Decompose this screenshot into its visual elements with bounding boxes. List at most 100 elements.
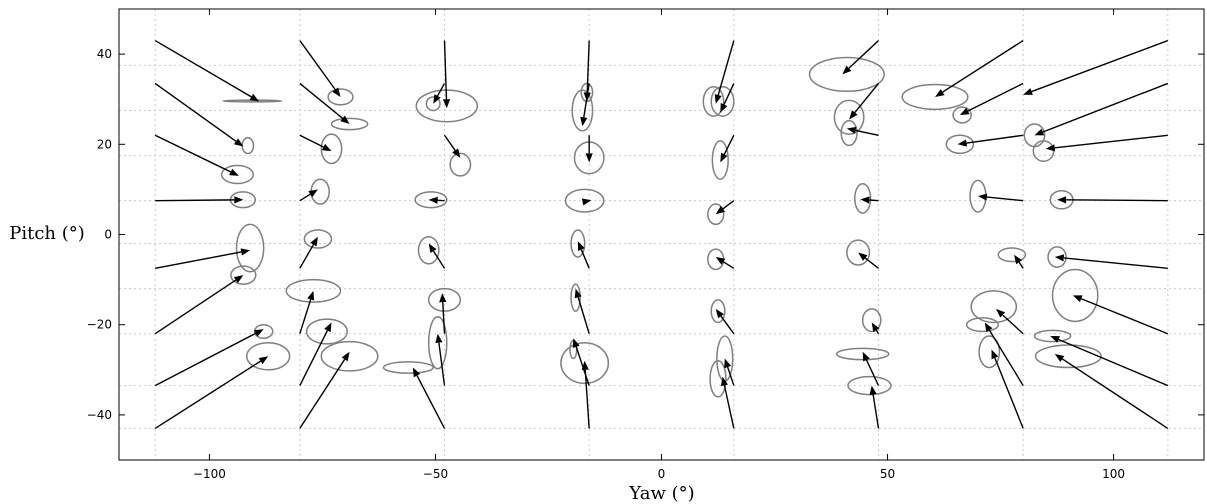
error-vector-arrow: [858, 252, 879, 269]
uncertainty-ellipse: [417, 236, 440, 265]
uncertainty-ellipse: [564, 188, 605, 213]
uncertainty-ellipse: [846, 239, 871, 266]
error-vector-arrow: [1034, 82, 1169, 136]
error-vector-arrow: [572, 338, 590, 386]
uncertainty-ellipse: [253, 323, 274, 339]
error-vector-arrow: [724, 358, 735, 386]
x-tick-label: 50: [880, 467, 895, 481]
uncertainty-ellipse: [847, 375, 892, 396]
uncertainty-ellipse: [1034, 344, 1102, 369]
uncertainty-ellipse: [840, 119, 858, 147]
error-vector-arrow: [154, 39, 260, 102]
error-vector-arrow: [574, 288, 590, 334]
y-tick-label: 40: [97, 47, 112, 61]
error-vector-arrow: [581, 360, 590, 429]
error-vector-arrow: [991, 349, 1024, 429]
error-vector-arrow: [299, 290, 315, 334]
error-vector-arrow: [439, 293, 447, 334]
uncertainty-ellipses: [220, 56, 1102, 398]
uncertainty-ellipse: [414, 191, 448, 209]
error-vector-arrow: [846, 126, 879, 136]
uncertainty-ellipse: [854, 183, 872, 214]
uncertainty-ellipse: [427, 287, 462, 312]
uncertainty-ellipse: [1051, 268, 1099, 323]
error-vector-arrow: [869, 385, 880, 429]
uncertainty-ellipse: [711, 140, 729, 181]
uncertainty-ellipse: [571, 89, 594, 132]
x-tick-label: −50: [423, 467, 448, 481]
error-vector-arrow: [849, 82, 880, 120]
uncertainty-ellipse: [427, 316, 448, 370]
error-vector-arrow: [1050, 335, 1169, 387]
uncertainty-ellipse: [710, 86, 735, 117]
uncertainty-ellipse: [327, 88, 354, 106]
error-vector-arrow: [581, 198, 592, 206]
error-vector-arrow: [299, 189, 318, 202]
error-vector-arrow: [959, 82, 1024, 115]
error-vector-arrow: [580, 83, 590, 127]
error-vector-arrow: [577, 241, 590, 269]
uncertainty-ellipse: [305, 318, 349, 345]
error-vector-arrow: [435, 333, 446, 386]
uncertainty-ellipse: [952, 106, 972, 124]
uncertainty-ellipse: [709, 360, 727, 398]
grid-lines: [119, 9, 1204, 460]
uncertainty-ellipse: [901, 83, 969, 111]
error-vector-arrow: [1072, 295, 1169, 335]
error-vector-arrow: [935, 39, 1024, 97]
uncertainty-ellipse: [382, 361, 434, 374]
uncertainty-ellipse: [449, 152, 472, 177]
error-vector-arrow: [714, 40, 735, 104]
error-vector-arrow: [299, 40, 341, 97]
uncertainty-ellipse: [330, 117, 369, 131]
uncertainty-ellipse: [808, 56, 885, 93]
error-vector-arrow: [1057, 196, 1168, 204]
error-vector-arrow: [428, 196, 445, 204]
plot-frame: [118, 8, 1205, 461]
error-vector-arrow: [154, 329, 264, 387]
uncertainty-ellipse: [303, 229, 333, 249]
uncertainty-ellipse: [707, 203, 725, 226]
uncertainty-ellipse: [945, 134, 975, 155]
error-vector-arrow: [154, 275, 244, 335]
uncertainty-ellipse: [241, 137, 255, 155]
error-vector-arrow: [299, 322, 332, 386]
error-vector-arrow: [862, 351, 880, 386]
uncertainty-ellipse: [245, 341, 291, 371]
error-vector-arrow: [715, 308, 735, 335]
error-vector-arrow: [715, 257, 735, 269]
uncertainty-ellipse: [320, 133, 343, 165]
uncertainty-ellipse: [833, 99, 865, 135]
error-vector-arrow: [412, 367, 446, 429]
error-vector-arrow: [299, 82, 350, 125]
uncertainty-ellipse: [1032, 140, 1055, 162]
error-vector-arrow: [155, 196, 244, 204]
uncertainty-ellipse: [425, 96, 441, 112]
uncertainty-ellipse: [235, 223, 265, 273]
error-vector-arrow: [720, 134, 735, 163]
axis-ticks: −100 −50 0 50 100 −40 −20 0 20 40: [87, 9, 1204, 481]
error-vector-arrow: [299, 134, 332, 152]
error-vector-arrow: [299, 236, 318, 269]
error-vector-arrow: [1054, 354, 1169, 430]
error-vector-arrow: [585, 135, 593, 163]
uncertainty-ellipse: [702, 86, 725, 117]
uncertainty-ellipse: [220, 164, 255, 185]
uncertainty-ellipse: [1033, 329, 1072, 343]
uncertainty-ellipse: [570, 229, 586, 258]
x-axis-label: Yaw (°): [628, 483, 694, 504]
error-vector-arrow: [1023, 39, 1169, 95]
uncertainty-ellipse: [970, 290, 1018, 324]
uncertainty-ellipse: [285, 278, 342, 303]
error-vector-arrow: [1045, 134, 1168, 152]
error-vector-arrow: [977, 193, 1024, 202]
y-tick-label: −40: [87, 408, 112, 422]
y-tick-label: −20: [87, 318, 112, 332]
error-vectors: [154, 39, 1169, 430]
uncertainty-ellipse: [965, 317, 1000, 333]
error-vector-arrow: [433, 83, 446, 104]
uncertainty-ellipse: [978, 335, 1001, 369]
error-vector-arrow: [299, 351, 350, 429]
uncertainty-ellipse: [570, 283, 581, 312]
